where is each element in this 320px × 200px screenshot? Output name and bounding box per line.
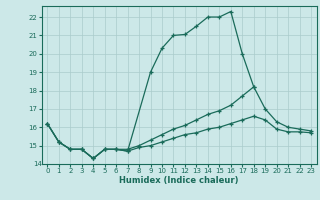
X-axis label: Humidex (Indice chaleur): Humidex (Indice chaleur) xyxy=(119,176,239,185)
Text: 14: 14 xyxy=(33,161,42,167)
